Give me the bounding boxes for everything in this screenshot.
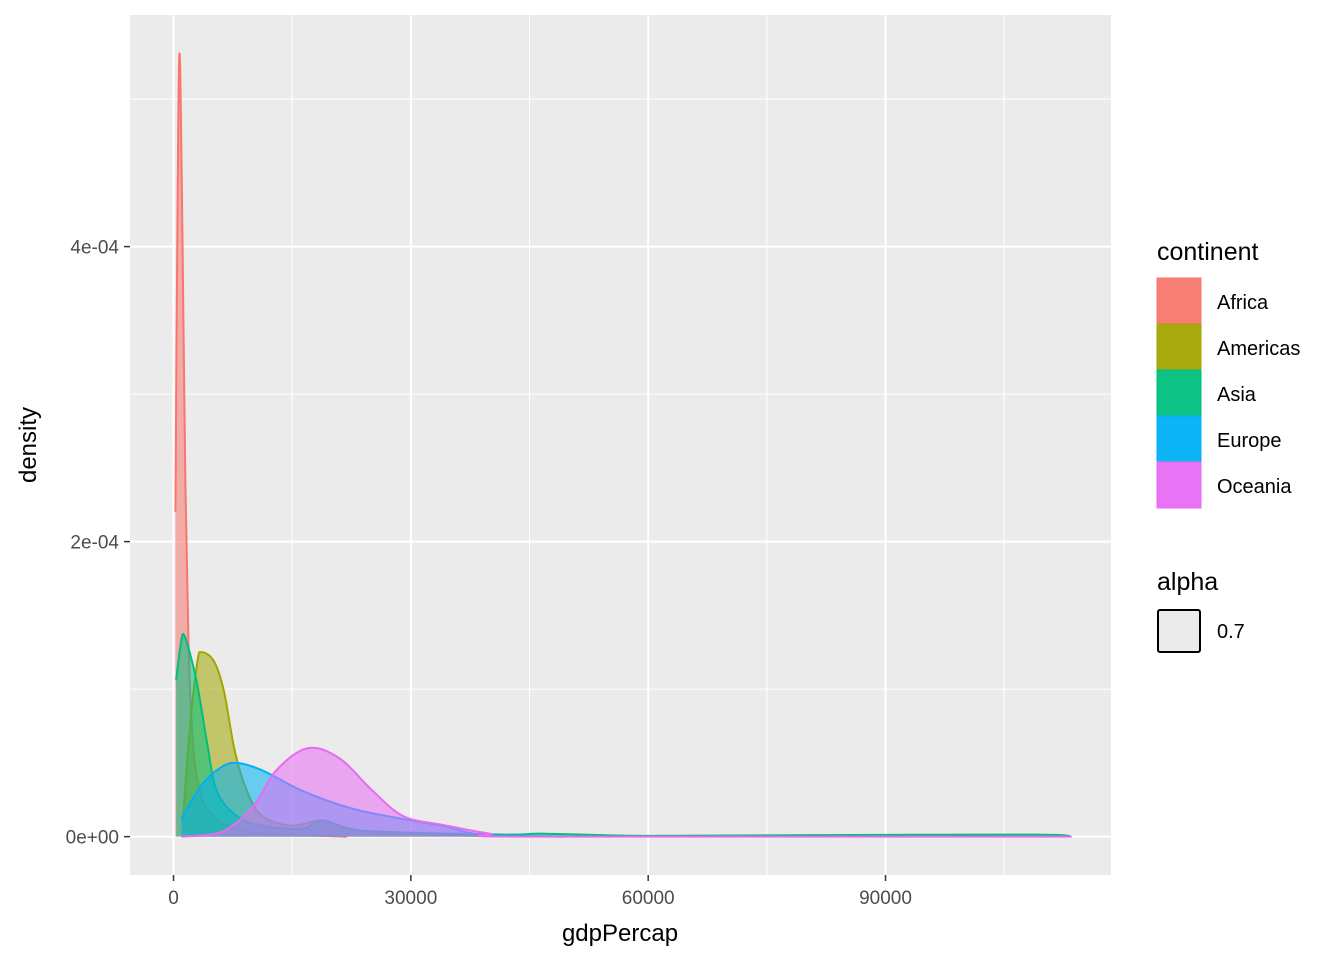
legend-label: Americas — [1217, 338, 1300, 360]
y-tick-label: 0e+00 — [66, 828, 119, 849]
legend-key-asia — [1156, 369, 1202, 417]
legend-label: Europe — [1217, 430, 1282, 452]
x-tick-label: 60000 — [622, 888, 675, 909]
alpha-legend-label: 0.7 — [1217, 621, 1245, 643]
y-axis-title: density — [15, 407, 42, 483]
legend-label: Asia — [1217, 384, 1257, 406]
legend-key-africa — [1156, 277, 1202, 325]
legend-label: Africa — [1217, 292, 1269, 314]
plot-panel — [130, 15, 1111, 875]
legend: continent Africa Americas Asia Europe Oceani… — [1156, 238, 1300, 653]
legend-key-oceania — [1156, 461, 1202, 509]
density-area-oceania — [181, 747, 1072, 837]
x-axis-title: gdpPercap — [562, 920, 678, 947]
alpha-legend-key — [1157, 609, 1201, 653]
alpha-legend-title: alpha — [1157, 568, 1218, 596]
legend-label: Oceania — [1217, 476, 1292, 498]
density-line-oceania — [181, 746, 1072, 838]
x-tick-label: 90000 — [859, 888, 912, 909]
legend-title: continent — [1157, 238, 1259, 266]
y-tick-label: 4e-04 — [70, 238, 119, 259]
y-axis: 0e+00 2e-04 4e-04 — [66, 238, 130, 849]
legend-key-americas — [1156, 323, 1202, 371]
x-axis: 0 30000 60000 90000 — [168, 875, 912, 909]
y-tick-label: 2e-04 — [70, 533, 119, 554]
legend-key-europe — [1156, 415, 1202, 463]
density-areas — [174, 52, 1072, 838]
x-tick-label: 30000 — [384, 888, 437, 909]
x-tick-label: 0 — [168, 888, 179, 909]
